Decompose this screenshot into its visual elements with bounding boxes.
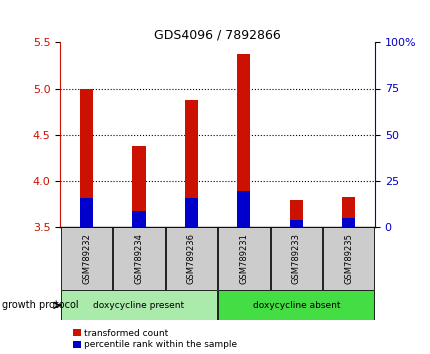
Bar [166, 227, 217, 290]
Bar [113, 227, 164, 290]
Text: GSM789236: GSM789236 [187, 233, 196, 284]
Bar [80, 88, 93, 227]
Bar [184, 198, 197, 227]
Text: GSM789233: GSM789233 [291, 233, 300, 284]
Title: GDS4096 / 7892866: GDS4096 / 7892866 [154, 28, 280, 41]
Bar [184, 101, 197, 227]
Bar [132, 211, 145, 227]
Bar [237, 53, 250, 227]
Text: doxycycline present: doxycycline present [93, 301, 184, 310]
Text: GSM789232: GSM789232 [82, 233, 91, 284]
Bar [270, 227, 321, 290]
Bar [132, 147, 145, 227]
Bar [322, 227, 374, 290]
Bar [289, 200, 302, 227]
Bar [237, 191, 250, 227]
Text: GSM789234: GSM789234 [134, 233, 143, 284]
Bar [80, 198, 93, 227]
Text: GSM789235: GSM789235 [344, 233, 353, 284]
Text: GSM789231: GSM789231 [239, 233, 248, 284]
Legend: transformed count, percentile rank within the sample: transformed count, percentile rank withi… [73, 329, 237, 349]
Text: growth protocol: growth protocol [2, 300, 79, 310]
Bar [61, 290, 217, 320]
Bar [218, 227, 269, 290]
Bar [289, 220, 302, 227]
Bar [341, 197, 354, 227]
Bar [341, 218, 354, 227]
Bar [218, 290, 374, 320]
Text: doxycycline absent: doxycycline absent [252, 301, 339, 310]
Bar [61, 227, 112, 290]
